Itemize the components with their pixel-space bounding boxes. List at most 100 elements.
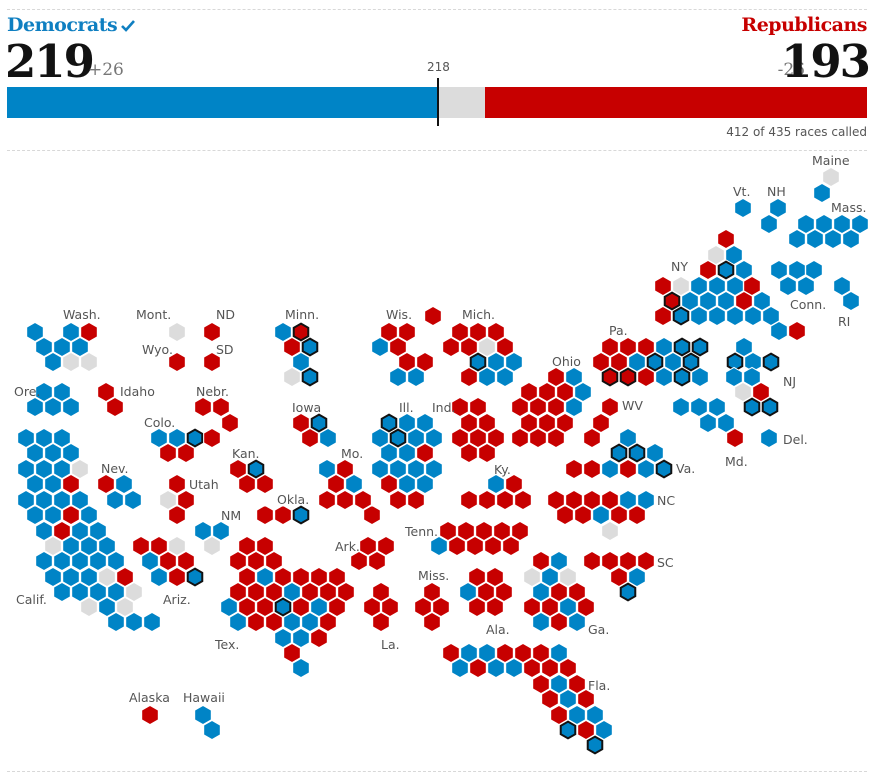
district-hex[interactable] xyxy=(619,427,637,449)
district-hex[interactable] xyxy=(583,550,601,572)
district-hex[interactable] xyxy=(423,611,441,633)
district-hex[interactable] xyxy=(71,489,89,511)
district-hex[interactable] xyxy=(760,427,778,449)
district-hex[interactable] xyxy=(53,381,71,403)
district-hex[interactable] xyxy=(672,306,690,326)
district-hex[interactable] xyxy=(124,489,142,511)
district-hex[interactable] xyxy=(89,520,107,542)
district-hex[interactable] xyxy=(80,321,98,343)
district-hex[interactable] xyxy=(559,720,577,740)
district-hex[interactable] xyxy=(468,596,486,618)
district-hex[interactable] xyxy=(805,259,823,281)
district-hex[interactable] xyxy=(389,489,407,511)
district-hex[interactable] xyxy=(550,704,568,726)
district-hex[interactable] xyxy=(725,366,743,388)
district-hex[interactable] xyxy=(708,305,726,327)
district-hex[interactable] xyxy=(337,581,355,603)
district-hex[interactable] xyxy=(359,535,377,557)
district-hex[interactable] xyxy=(487,321,505,343)
district-hex[interactable] xyxy=(424,305,442,327)
district-hex[interactable] xyxy=(377,535,395,557)
district-hex[interactable] xyxy=(496,489,514,511)
district-hex[interactable] xyxy=(743,366,761,388)
district-hex[interactable] xyxy=(601,458,619,480)
district-hex[interactable] xyxy=(407,427,425,449)
district-hex[interactable] xyxy=(610,504,628,526)
district-hex[interactable] xyxy=(177,489,195,511)
district-hex[interactable] xyxy=(238,566,256,588)
district-hex[interactable] xyxy=(532,581,550,603)
district-hex[interactable] xyxy=(628,566,646,588)
district-hex[interactable] xyxy=(592,504,610,526)
district-hex[interactable] xyxy=(97,473,115,495)
district-hex[interactable] xyxy=(439,520,457,542)
district-hex[interactable] xyxy=(568,704,586,726)
district-hex[interactable] xyxy=(568,581,586,603)
district-hex[interactable] xyxy=(168,351,186,373)
district-hex[interactable] xyxy=(460,366,478,388)
district-hex[interactable] xyxy=(654,305,672,327)
district-hex[interactable] xyxy=(601,489,619,511)
district-hex[interactable] xyxy=(363,504,381,526)
district-hex[interactable] xyxy=(125,581,143,603)
district-hex[interactable] xyxy=(168,321,186,343)
district-hex[interactable] xyxy=(327,473,345,495)
district-hex[interactable] xyxy=(514,642,532,664)
district-hex[interactable] xyxy=(372,611,390,633)
district-hex[interactable] xyxy=(769,197,787,219)
district-hex[interactable] xyxy=(318,489,336,511)
district-hex[interactable] xyxy=(699,290,717,312)
district-hex[interactable] xyxy=(574,504,592,526)
district-hex[interactable] xyxy=(17,427,35,449)
district-hex[interactable] xyxy=(35,381,53,403)
district-hex[interactable] xyxy=(520,412,538,434)
district-hex[interactable] xyxy=(292,596,310,618)
district-hex[interactable] xyxy=(788,320,806,342)
district-hex[interactable] xyxy=(469,657,487,679)
district-hex[interactable] xyxy=(283,366,301,388)
district-hex[interactable] xyxy=(673,367,691,387)
district-hex[interactable] xyxy=(274,627,292,649)
district-hex[interactable] xyxy=(592,412,610,434)
district-hex[interactable] xyxy=(389,428,407,448)
district-hex[interactable] xyxy=(423,581,441,603)
district-hex[interactable] xyxy=(637,550,655,572)
district-hex[interactable] xyxy=(62,396,80,418)
district-hex[interactable] xyxy=(460,489,478,511)
district-hex[interactable] xyxy=(62,535,80,557)
district-hex[interactable] xyxy=(601,520,619,542)
district-hex[interactable] xyxy=(194,396,212,418)
district-hex[interactable] xyxy=(177,550,195,572)
district-hex[interactable] xyxy=(414,596,432,618)
district-hex[interactable] xyxy=(478,336,496,358)
district-hex[interactable] xyxy=(469,427,487,449)
district-hex[interactable] xyxy=(550,611,568,633)
district-hex[interactable] xyxy=(797,275,815,297)
district-hex[interactable] xyxy=(496,642,514,664)
district-hex[interactable] xyxy=(610,443,628,463)
district-hex[interactable] xyxy=(744,305,762,327)
district-hex[interactable] xyxy=(310,413,328,433)
district-hex[interactable] xyxy=(98,566,116,588)
district-hex[interactable] xyxy=(283,611,301,633)
district-hex[interactable] xyxy=(292,322,310,342)
district-hex[interactable] xyxy=(62,566,80,588)
district-hex[interactable] xyxy=(416,351,434,373)
district-hex[interactable] xyxy=(186,428,204,448)
district-hex[interactable] xyxy=(62,504,80,526)
district-hex[interactable] xyxy=(407,366,425,388)
district-hex[interactable] xyxy=(53,550,71,572)
district-hex[interactable] xyxy=(336,489,354,511)
district-hex[interactable] xyxy=(336,458,354,480)
district-hex[interactable] xyxy=(150,566,168,588)
district-hex[interactable] xyxy=(283,642,301,664)
district-hex[interactable] xyxy=(159,442,177,464)
district-hex[interactable] xyxy=(637,458,655,480)
district-hex[interactable] xyxy=(451,657,469,679)
district-hex[interactable] xyxy=(672,396,690,418)
district-hex[interactable] xyxy=(265,550,283,572)
district-hex[interactable] xyxy=(851,213,869,235)
district-hex[interactable] xyxy=(478,412,496,434)
district-hex[interactable] xyxy=(381,596,399,618)
district-hex[interactable] xyxy=(469,352,487,372)
